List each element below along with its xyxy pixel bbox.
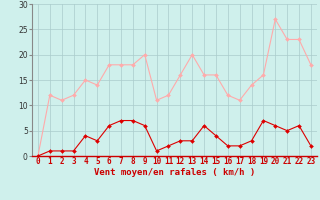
X-axis label: Vent moyen/en rafales ( km/h ): Vent moyen/en rafales ( km/h ) xyxy=(94,168,255,177)
